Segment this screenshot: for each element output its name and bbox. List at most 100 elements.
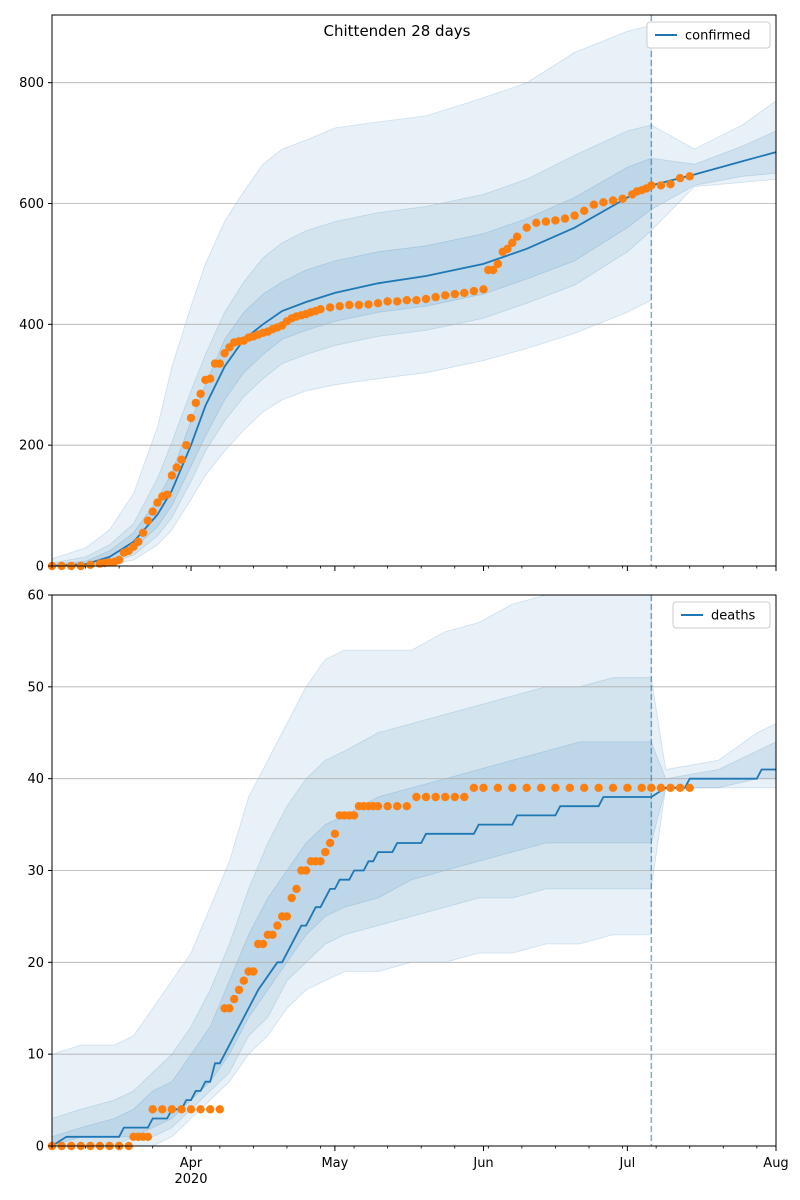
observed-point <box>364 300 373 309</box>
observed-point <box>316 857 325 866</box>
observed-point <box>172 463 181 472</box>
observed-point <box>143 1132 153 1142</box>
confirmed-gridlines <box>52 82 776 446</box>
observed-point <box>114 555 124 565</box>
y-tick-label: 800 <box>19 76 44 91</box>
x-tick-label: May <box>321 1156 348 1171</box>
observed-point <box>325 303 335 312</box>
observed-point <box>479 285 488 294</box>
observed-point <box>301 866 311 875</box>
observed-point <box>541 217 551 226</box>
deaths-observed-points <box>47 783 694 1151</box>
observed-point <box>402 296 411 305</box>
observed-point <box>138 528 148 537</box>
observed-point <box>412 296 421 305</box>
observed-point <box>354 300 364 310</box>
y-tick-label: 600 <box>19 197 44 212</box>
observed-point <box>215 1105 224 1114</box>
confirmed-legend: confirmed <box>646 21 771 49</box>
y-tick-label: 400 <box>19 318 44 333</box>
y-tick-label: 0 <box>36 1140 44 1155</box>
observed-point <box>608 196 618 205</box>
observed-point <box>580 206 589 215</box>
confirmed-x-axis <box>51 566 777 571</box>
observed-point <box>450 289 459 299</box>
observed-point <box>393 802 402 811</box>
deaths-model-line <box>51 768 776 1147</box>
x-tick-label: Apr <box>180 1156 203 1171</box>
observed-point <box>647 181 656 190</box>
deaths-gridlines <box>52 594 776 1055</box>
observed-point <box>215 359 224 368</box>
observed-point <box>421 294 431 304</box>
observed-point <box>206 374 215 383</box>
deaths-panel: 0 10 20 30 40 50 60 Apr May Jun Jul Aug deaths 202… <box>27 589 788 1188</box>
confirmed-uncertainty-bands <box>51 24 777 567</box>
observed-point <box>508 238 517 247</box>
observed-point <box>373 299 383 308</box>
observed-point <box>220 349 229 358</box>
observed-point <box>460 288 469 298</box>
observed-point <box>580 783 589 792</box>
observed-point <box>402 802 411 811</box>
observed-point <box>148 1105 157 1114</box>
observed-point <box>469 783 479 792</box>
observed-point <box>287 893 296 903</box>
observed-point <box>316 305 325 314</box>
y-tick-label: 50 <box>27 680 44 695</box>
axes-frame <box>51 14 777 567</box>
observed-point <box>522 783 531 792</box>
confirmed-y-axis: 0 200 400 600 800 <box>19 76 52 575</box>
x-tick-label: Jul <box>619 1156 636 1171</box>
observed-point <box>134 537 143 546</box>
y-tick-label: 60 <box>27 589 44 604</box>
observed-point <box>335 302 344 311</box>
uncertainty-band-2 <box>51 677 777 1147</box>
y-tick-label: 20 <box>27 956 44 971</box>
series-line-deaths <box>51 768 776 1147</box>
observed-point <box>196 1105 205 1114</box>
observed-point <box>268 930 277 939</box>
observed-point <box>383 297 392 306</box>
observed-point <box>493 783 503 792</box>
observed-point <box>666 783 675 792</box>
uncertainty-band-1 <box>51 24 652 567</box>
observed-point <box>206 1105 215 1114</box>
observed-point <box>675 783 685 792</box>
y-tick-label: 40 <box>27 772 44 787</box>
observed-point <box>685 783 694 792</box>
observed-point <box>345 300 354 310</box>
observed-point <box>153 498 162 507</box>
observed-point <box>560 214 570 223</box>
observed-point <box>608 783 618 792</box>
observed-point <box>469 286 479 296</box>
legend-box <box>646 21 771 49</box>
observed-point <box>239 976 248 985</box>
x-tick-year-label: 2020 <box>174 1172 207 1187</box>
observed-point <box>258 939 268 949</box>
observed-point <box>325 838 335 848</box>
observed-point <box>493 259 503 269</box>
observed-point <box>196 389 205 398</box>
observed-point <box>230 994 239 1004</box>
observed-point <box>143 516 153 525</box>
observed-point <box>647 783 656 792</box>
observed-point <box>292 884 301 894</box>
observed-point <box>450 792 459 802</box>
observed-point <box>594 783 603 792</box>
observed-point <box>412 792 421 802</box>
legend-box <box>672 601 771 629</box>
observed-point <box>234 985 244 995</box>
observed-point <box>393 297 402 306</box>
observed-point <box>675 173 685 183</box>
observed-point <box>488 265 498 275</box>
observed-point <box>479 783 488 792</box>
y-tick-label: 0 <box>36 560 44 575</box>
observed-point <box>589 200 598 209</box>
observed-point <box>330 829 340 838</box>
observed-point <box>182 441 191 450</box>
observed-point <box>186 413 196 423</box>
observed-point <box>536 783 546 792</box>
observed-point <box>249 967 258 976</box>
